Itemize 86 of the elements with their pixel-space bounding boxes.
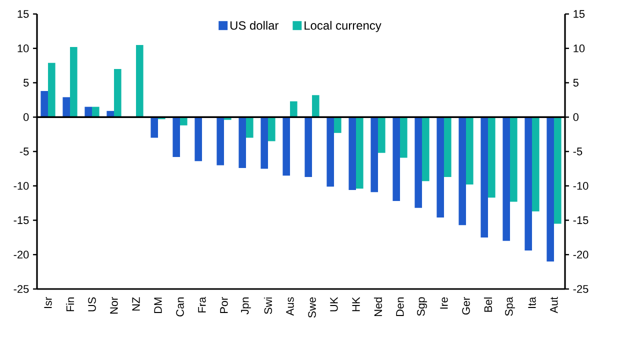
x-tick-label: NZ	[132, 297, 140, 311]
x-tick-label: Ger	[462, 297, 470, 315]
bar	[414, 117, 422, 208]
x-tick-label: DM	[154, 298, 162, 313]
x-tick-label: Fra	[198, 296, 206, 312]
bar	[334, 117, 342, 133]
bar	[370, 117, 378, 192]
bar	[282, 117, 290, 176]
x-tick-label: Swe	[308, 297, 316, 318]
x-tick-label: Ned	[374, 298, 382, 316]
bar	[40, 91, 48, 118]
y2-tick-label: 15	[18, 10, 29, 18]
bar	[290, 101, 298, 118]
bar	[92, 106, 100, 118]
bar	[524, 117, 532, 250]
x-tick-label: HK	[352, 296, 360, 312]
bar	[554, 117, 562, 224]
y-tick-label: -10	[573, 182, 588, 190]
bar	[466, 117, 474, 184]
y-tick-label: -20	[573, 250, 588, 259]
y2-tick-label: -5	[20, 148, 29, 156]
bar	[84, 106, 92, 118]
bar	[400, 117, 408, 158]
y-tick-label: -25	[573, 285, 588, 293]
bar	[216, 117, 224, 166]
y2-tick-label: 10	[18, 44, 29, 52]
bar	[488, 117, 496, 198]
bar	[70, 47, 78, 118]
bar	[304, 117, 312, 177]
legend-label: Local currency	[304, 20, 382, 32]
y-tick-label: -5	[573, 148, 582, 156]
x-tick-label: Spa	[505, 296, 515, 316]
bar	[532, 117, 540, 212]
y-tick-label: 15	[574, 10, 585, 18]
x-tick-label: Sgp	[417, 297, 427, 316]
bar	[422, 117, 430, 182]
bar	[268, 117, 276, 142]
y-tick-label: 0	[573, 113, 579, 122]
x-tick-label: Bel	[484, 298, 492, 312]
x-tick-label: UK	[330, 296, 338, 312]
bar	[436, 117, 444, 218]
x-tick-label: Nor	[110, 297, 118, 314]
y2-tick-label: 5	[24, 78, 29, 87]
bar	[260, 117, 268, 169]
x-tick-label: Aus	[286, 297, 294, 316]
x-tick-label: Can	[176, 298, 184, 316]
bar	[502, 117, 510, 241]
bar	[458, 117, 466, 226]
y2-tick-label: -25	[14, 285, 29, 293]
y2-tick-label: -20	[14, 250, 29, 259]
bar	[510, 117, 518, 202]
bar	[62, 97, 70, 118]
bar	[48, 62, 56, 118]
x-tick-label: Swi	[264, 298, 272, 314]
x-tick-label: Aut	[550, 296, 558, 314]
y-tick-label: -15	[573, 216, 588, 224]
x-tick-label: Ita	[528, 296, 536, 308]
x-tick-label: US	[88, 297, 96, 312]
x-tick-label: Isr	[44, 297, 52, 308]
bar	[172, 117, 180, 157]
bar	[312, 95, 320, 118]
bar	[378, 117, 386, 153]
bar	[150, 117, 158, 138]
bar	[246, 117, 254, 138]
x-tick-label: Ire	[440, 297, 448, 309]
bar	[326, 117, 334, 187]
x-tick-label: Fin	[66, 298, 74, 312]
bar	[480, 117, 488, 238]
x-tick-label: Jpn	[241, 298, 251, 314]
bar	[348, 117, 356, 190]
y2-tick-label: -15	[14, 216, 29, 224]
bar	[238, 117, 246, 168]
y-tick-label: 10	[574, 44, 585, 52]
legend-label: US dollar	[230, 20, 279, 30]
bar	[392, 117, 400, 201]
x-tick-label: Den	[396, 298, 404, 316]
bar	[444, 117, 452, 177]
bar	[136, 44, 144, 118]
bar	[546, 117, 554, 262]
y2-tick-label: 0	[23, 113, 29, 122]
y2-tick-label: -10	[14, 182, 29, 190]
bar	[356, 117, 364, 189]
x-tick-label: Por	[220, 297, 228, 313]
bar	[114, 69, 122, 118]
y-tick-label: 5	[573, 78, 578, 87]
bar	[194, 117, 202, 162]
